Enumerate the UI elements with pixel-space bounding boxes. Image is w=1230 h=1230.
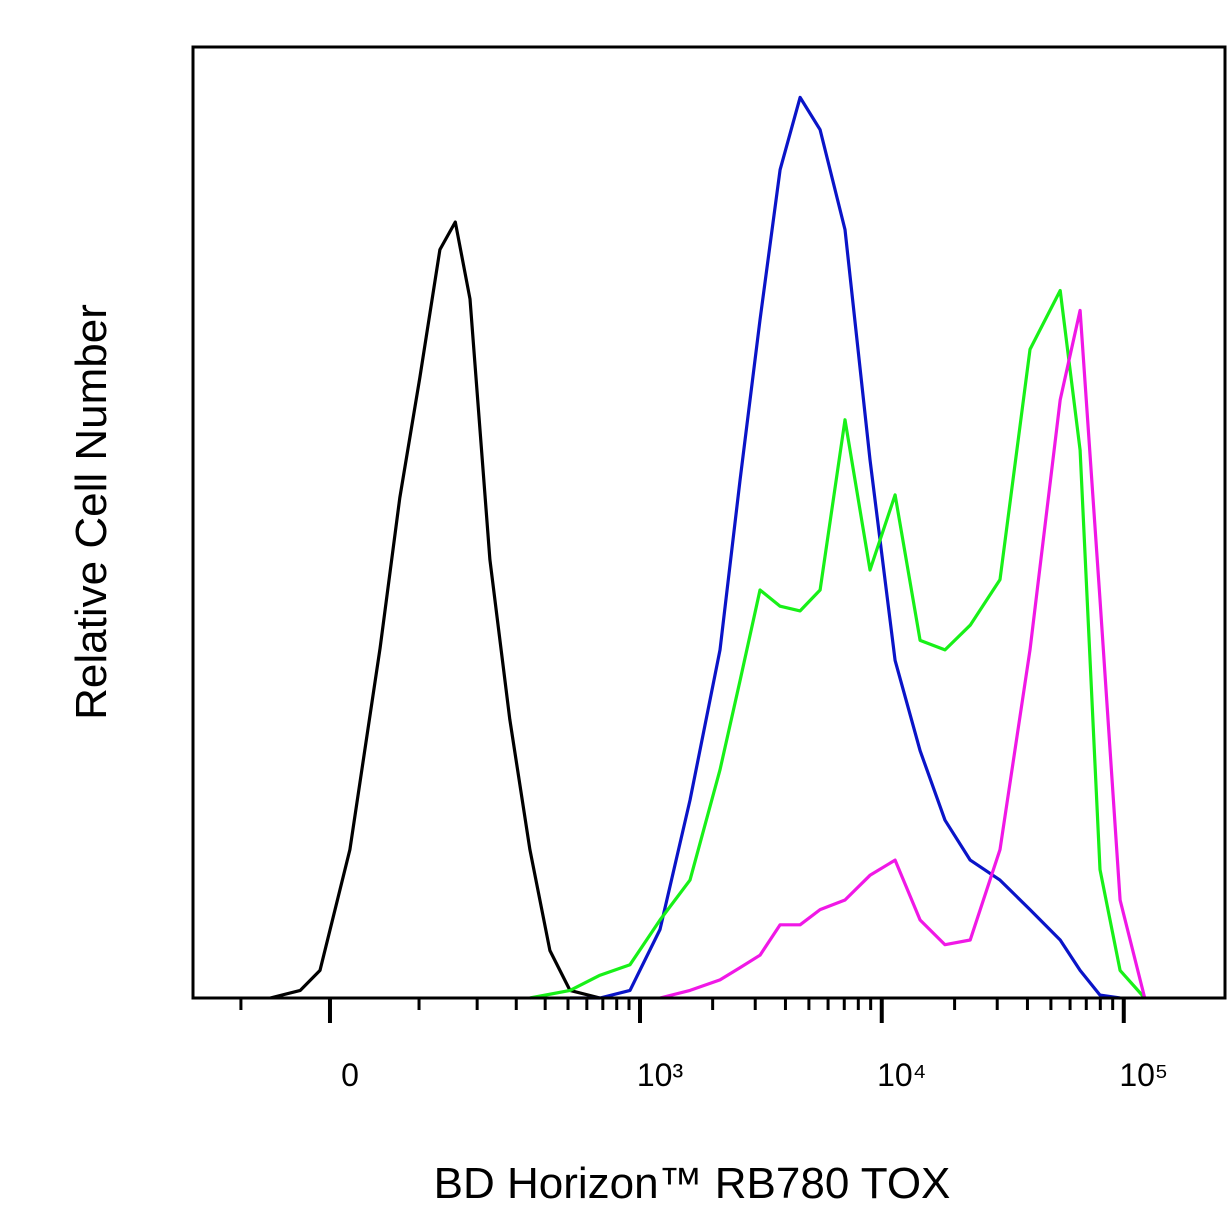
x-tick-label: 10³ bbox=[637, 1057, 684, 1093]
x-tick-label: 10⁴ bbox=[877, 1057, 926, 1093]
x-axis-title: BD Horizon™ RB780 TOX bbox=[434, 1159, 951, 1208]
y-axis-title: Relative Cell Number bbox=[67, 304, 116, 720]
x-tick-label: 0 bbox=[341, 1057, 359, 1093]
histogram-line bbox=[529, 288, 1146, 1000]
histogram-line bbox=[659, 308, 1147, 1000]
histogram-line bbox=[269, 220, 601, 1000]
plot-frame bbox=[191, 45, 1227, 1000]
x-tick-label: 10⁵ bbox=[1119, 1057, 1168, 1093]
histogram-line bbox=[570, 95, 1121, 1000]
